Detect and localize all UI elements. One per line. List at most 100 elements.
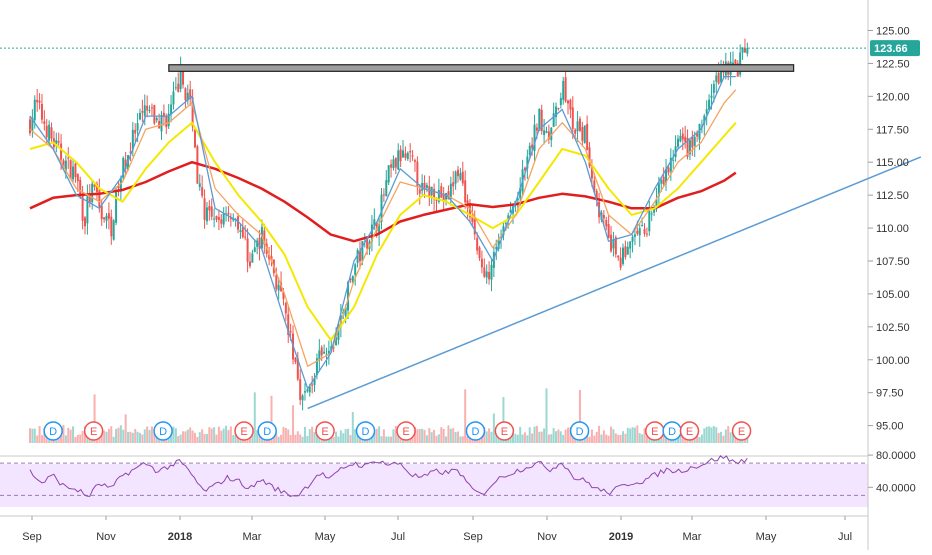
volume-bar	[335, 431, 338, 443]
candle-body	[289, 331, 292, 333]
candle-body	[246, 238, 249, 262]
candle-body	[31, 118, 34, 132]
earnings-marker-label: E	[90, 426, 97, 438]
volume-bar	[191, 430, 194, 443]
candle-body	[251, 253, 254, 263]
volume-bar	[79, 434, 82, 443]
volume-bar	[337, 436, 340, 443]
time-tick-label: Nov	[537, 531, 557, 543]
candle-body	[564, 77, 567, 102]
candle-body	[557, 107, 560, 109]
volume-bar	[731, 432, 734, 443]
candle-body	[526, 156, 529, 169]
candle-body	[91, 183, 94, 203]
candle-body	[581, 127, 584, 141]
resistance-zone[interactable]	[168, 64, 795, 72]
volume-bar	[182, 431, 185, 443]
volume-bar	[488, 428, 491, 443]
candle-body	[686, 137, 689, 157]
ascending-trendline[interactable]	[307, 156, 922, 410]
candle-body	[50, 127, 53, 139]
earnings-marker[interactable]	[494, 421, 515, 441]
earnings-marker[interactable]	[396, 421, 416, 441]
dividend-marker[interactable]	[355, 421, 376, 441]
price-tick-label: 107.50	[876, 256, 910, 268]
earnings-marker[interactable]	[315, 421, 335, 441]
candle-body	[394, 158, 397, 168]
candle-body	[404, 153, 407, 158]
candle-body	[447, 191, 450, 200]
candle-body	[129, 151, 132, 153]
candle-body	[583, 125, 586, 143]
earnings-marker[interactable]	[731, 421, 752, 441]
candle-body	[122, 157, 125, 179]
volume-bar	[557, 429, 560, 443]
volume-bar	[201, 429, 204, 443]
earnings-marker[interactable]	[234, 421, 254, 441]
volume-bar	[344, 429, 347, 443]
volume-bar	[220, 430, 223, 443]
candle-body	[516, 198, 519, 201]
volume-bar	[119, 425, 122, 443]
volume-bar	[210, 428, 213, 443]
dividend-marker[interactable]	[43, 421, 63, 441]
earnings-marker-label: E	[686, 426, 693, 438]
candle-body	[98, 189, 101, 207]
volume-bar	[62, 425, 65, 443]
candle-body	[182, 67, 185, 85]
candle-body	[124, 159, 127, 169]
drawings[interactable]	[0, 47, 922, 410]
volume-bar	[93, 394, 96, 443]
volume-bar	[602, 430, 605, 443]
volume-bar	[425, 435, 428, 443]
dividend-marker-label: D	[471, 426, 479, 438]
dividend-marker[interactable]	[153, 421, 173, 441]
candle-body	[681, 133, 684, 140]
volume-bar	[136, 431, 139, 443]
volume-bar	[115, 428, 118, 443]
volume-bar	[629, 428, 632, 443]
price-axis[interactable]: 125.00 122.50 120.00 117.50 115.00 112.50 110.…	[868, 26, 916, 495]
volume-bar	[189, 427, 192, 443]
price-tick-label: 122.50	[876, 58, 910, 70]
volume-bar	[593, 435, 596, 443]
volume-bar	[64, 435, 67, 443]
candle-body	[495, 246, 498, 250]
candle-body	[559, 98, 562, 106]
volume-bar	[184, 431, 187, 443]
volume-bar	[562, 434, 565, 443]
candle-body	[605, 219, 608, 227]
candle-body	[610, 234, 613, 252]
candle-body	[332, 347, 335, 349]
volume-bar	[535, 425, 538, 443]
candle-body	[349, 278, 352, 281]
candle-body	[576, 121, 579, 132]
moving-averages	[29, 75, 737, 390]
volume-bar	[356, 431, 359, 443]
time-tick-label: May	[315, 531, 336, 543]
volume-bar	[428, 428, 431, 443]
dividend-marker[interactable]	[569, 421, 590, 441]
candle-body	[619, 257, 622, 268]
candle-body	[284, 303, 287, 314]
volume-bar	[588, 436, 591, 443]
volume-bar	[418, 429, 421, 443]
candle-body	[134, 129, 137, 134]
earnings-marker[interactable]	[679, 421, 700, 441]
candle-body	[507, 215, 510, 220]
candle-body	[454, 171, 457, 184]
candle-body	[691, 137, 694, 148]
volume-bar	[712, 426, 715, 443]
volume-bar	[390, 436, 393, 443]
earnings-marker[interactable]	[83, 421, 104, 441]
dividend-marker[interactable]	[465, 421, 486, 441]
dividend-marker[interactable]	[257, 421, 277, 441]
volume-bar	[351, 412, 354, 443]
candle-body	[244, 236, 247, 238]
time-axis[interactable]: Sep Nov 2018 Mar May Jul Sep Nov 2019 Mar May Jul	[22, 516, 852, 543]
candle-body	[172, 91, 175, 105]
